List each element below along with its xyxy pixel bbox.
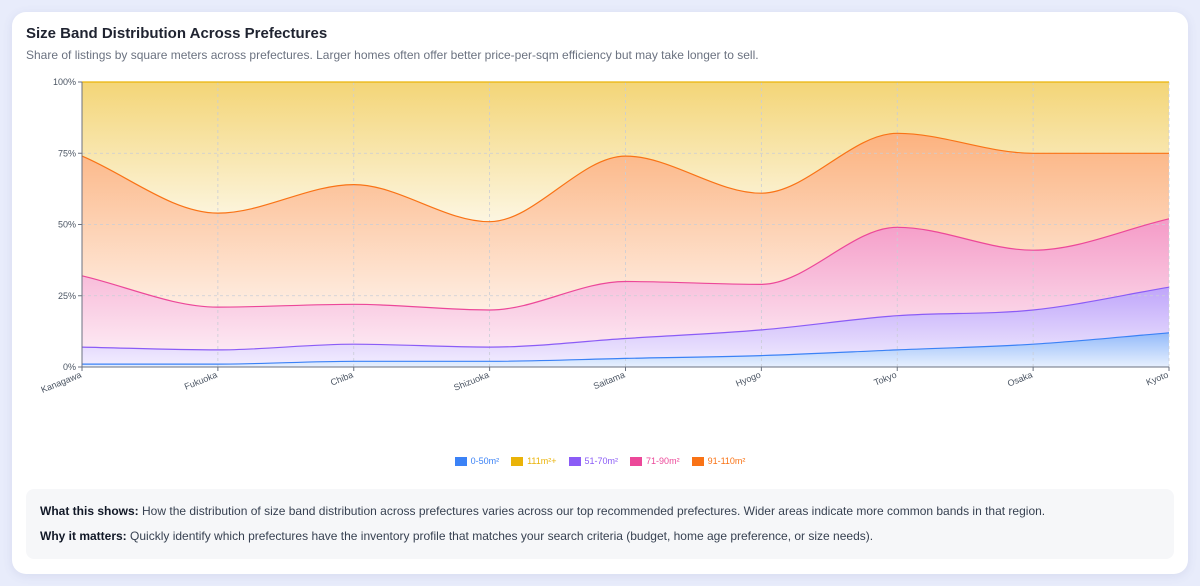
legend-label: 0-50m² <box>470 456 500 466</box>
line-7190m <box>81 218 1170 311</box>
y-tick-label: 50% <box>58 220 76 230</box>
line-91110m <box>81 132 1169 223</box>
legend-swatch <box>691 456 704 466</box>
info-what-text: How the distribution of size band distri… <box>142 504 1046 518</box>
x-tick-label: Shizuoka <box>452 370 490 393</box>
info-why-label: Why it matters: <box>40 529 127 543</box>
legend-item[interactable]: 51-70m² <box>568 456 619 466</box>
area-5170m <box>82 287 1169 365</box>
legend-item[interactable]: 91-110m² <box>691 456 746 466</box>
chart-title: Size Band Distribution Across Prefecture… <box>26 25 328 42</box>
info-box: What this shows: How the distribution of… <box>26 489 1174 559</box>
x-tick-label: Tokyo <box>872 370 898 388</box>
line-5170m <box>81 286 1170 351</box>
area-111m <box>82 82 1169 222</box>
legend-swatch <box>568 456 581 466</box>
legend-label: 111m²+ <box>527 456 557 466</box>
legend-item[interactable]: 71-90m² <box>630 456 680 466</box>
x-tick-label: Chiba <box>329 370 355 388</box>
x-tick-label: Kyoto <box>1145 370 1170 388</box>
y-tick-label: 100% <box>53 77 76 87</box>
x-tick-label: Osaka <box>1006 370 1034 389</box>
legend-label: 51-70m² <box>584 456 619 466</box>
legend-item[interactable]: 111m²+ <box>511 456 557 466</box>
y-tick-label: 75% <box>58 148 76 158</box>
stacked-area-chart: 0% 25% 50% 75% 100% Kanagawa Fukuoka Chiba Shizu… <box>40 77 1170 395</box>
legend-swatch <box>630 456 643 466</box>
chart-subtitle: Share of listings by square meters acros… <box>26 48 759 62</box>
line-050m <box>82 332 1170 365</box>
y-tick-label: 25% <box>58 291 76 301</box>
y-tick-label: 0% <box>63 362 76 372</box>
x-tick-label: Kanagawa <box>40 370 83 395</box>
x-tick-label: Saitama <box>592 370 626 392</box>
legend-item[interactable]: 0-50m² <box>454 456 500 466</box>
legend-swatch <box>454 456 467 466</box>
legend-label: 71-90m² <box>646 456 680 466</box>
x-tick-label: Fukuoka <box>183 370 219 392</box>
info-why: Why it matters: Quickly identify which p… <box>40 529 873 543</box>
info-what: What this shows: How the distribution of… <box>40 504 1045 518</box>
info-what-label: What this shows: <box>40 504 139 518</box>
legend-label: 91-110m² <box>707 456 746 466</box>
info-why-text: Quickly identify which prefectures have … <box>130 529 874 543</box>
chart-legend: 0-50m² 111m²+ 51-70m² 71-90m² 91-110m² <box>12 456 1188 466</box>
legend-swatch <box>511 456 524 466</box>
x-tick-label: Hyogo <box>734 370 762 389</box>
chart-card: Size Band Distribution Across Prefecture… <box>12 12 1188 574</box>
